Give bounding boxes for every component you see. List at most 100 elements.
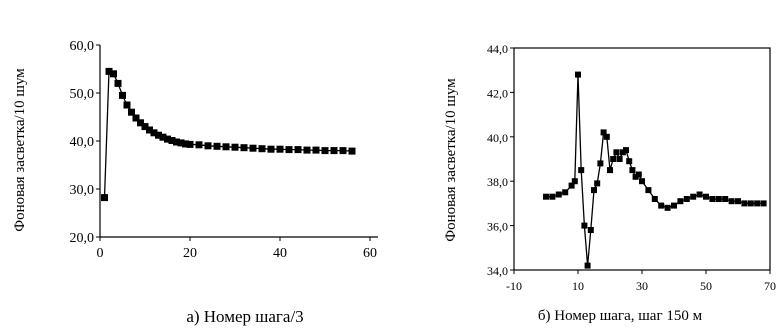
data-point: [186, 140, 194, 148]
chart-b-y-axis-label: Фоновая засветка/10 шум: [443, 78, 459, 242]
data-point: [607, 167, 613, 174]
data-point: [728, 198, 735, 205]
data-point: [132, 114, 140, 122]
data-point: [321, 147, 329, 155]
data-point: [623, 147, 629, 154]
data-point: [610, 156, 617, 162]
y-tick-label: 38,0: [487, 175, 508, 189]
data-point: [600, 129, 607, 136]
data-point: [658, 202, 665, 209]
data-point: [715, 196, 722, 202]
data-point: [594, 180, 601, 187]
chart-a-ticks: 20,0 30,0 40,0 50,0 60,0 0 20 40 60: [70, 39, 378, 261]
data-point: [128, 108, 135, 116]
data-point: [168, 137, 176, 144]
x-tick-label: 20: [183, 246, 197, 261]
chart-a: 20,0 30,0 40,0 50,0 60,0 0 20 40 60 Фоновая засв…: [12, 39, 378, 326]
chart-a-points: [101, 67, 356, 202]
data-point: [159, 133, 167, 141]
data-point: [146, 126, 153, 134]
data-point: [578, 167, 585, 174]
data-point: [114, 79, 122, 87]
data-point: [173, 138, 180, 146]
data-point: [101, 194, 108, 202]
data-point: [137, 119, 144, 127]
y-tick-label: 44,0: [487, 42, 508, 56]
data-point: [709, 196, 716, 202]
series-line: [546, 74, 764, 266]
x-tick-label: -10: [506, 279, 522, 293]
data-point: [119, 91, 126, 99]
data-point: [626, 158, 633, 165]
chart-a-caption: а) Номер шага/3: [186, 307, 303, 326]
data-point: [258, 145, 266, 153]
data-point: [639, 178, 645, 185]
data-point: [155, 131, 162, 139]
data-point: [312, 146, 320, 154]
data-point: [164, 135, 171, 143]
data-point: [735, 198, 741, 205]
data-point: [703, 193, 709, 200]
data-point: [543, 193, 549, 200]
chart-b-series: [543, 71, 767, 269]
chart-a-y-axis-label: Фоновая засветка/10 шум: [12, 68, 28, 232]
data-point: [696, 191, 703, 198]
data-point: [683, 196, 690, 202]
data-point: [664, 204, 671, 211]
x-tick-label: 60: [363, 246, 377, 261]
data-point: [141, 123, 149, 131]
data-point: [204, 142, 212, 150]
data-point: [105, 67, 113, 75]
x-tick-label: 30: [636, 279, 648, 293]
data-point: [348, 147, 356, 155]
y-tick-label: 36,0: [487, 220, 508, 234]
data-point: [330, 147, 338, 155]
data-point: [671, 202, 677, 209]
data-point: [616, 156, 623, 162]
data-point: [110, 70, 117, 78]
data-point: [619, 149, 626, 156]
data-point: [195, 141, 203, 149]
chart-b-ticks: 34,0 36,0 38,0 40,0 42,0 44,0 -10 10 30 50 70: [487, 42, 776, 293]
data-point: [182, 140, 189, 148]
data-point: [603, 133, 610, 140]
series-line: [103, 70, 353, 198]
x-tick-label: 70: [764, 279, 776, 293]
chart-b: 34,0 36,0 38,0 40,0 42,0 44,0 -10 10 30 50 70 Фоно…: [443, 42, 776, 324]
data-point: [575, 71, 581, 78]
data-point: [240, 144, 248, 152]
data-point: [741, 200, 748, 207]
data-point: [249, 144, 257, 152]
data-point: [177, 139, 185, 147]
data-point: [285, 146, 293, 154]
data-point: [571, 178, 578, 185]
data-point: [629, 167, 636, 174]
data-point: [677, 198, 684, 205]
x-tick-label: 40: [273, 246, 287, 261]
data-point: [632, 173, 639, 180]
data-point: [597, 160, 604, 167]
data-point: [581, 222, 588, 229]
data-point: [213, 142, 221, 150]
x-tick-label: 50: [700, 279, 712, 293]
data-point: [747, 200, 754, 207]
y-tick-label: 34,0: [487, 264, 508, 278]
data-point: [645, 187, 652, 194]
data-point: [150, 129, 158, 137]
y-tick-label: 20,0: [70, 231, 95, 246]
data-point: [123, 101, 131, 109]
data-point: [339, 147, 347, 155]
data-point: [722, 196, 729, 202]
data-point: [591, 187, 597, 194]
y-tick-label: 30,0: [70, 183, 95, 198]
data-point: [555, 191, 562, 198]
y-tick-label: 40,0: [70, 135, 95, 150]
data-point: [651, 196, 658, 202]
data-point: [562, 189, 569, 196]
data-point: [584, 262, 591, 269]
y-tick-label: 60,0: [70, 39, 95, 54]
x-tick-label: 0: [97, 246, 104, 261]
data-point: [231, 143, 239, 151]
chart-b-caption: б) Номер шага, шаг 150 м: [538, 308, 703, 324]
